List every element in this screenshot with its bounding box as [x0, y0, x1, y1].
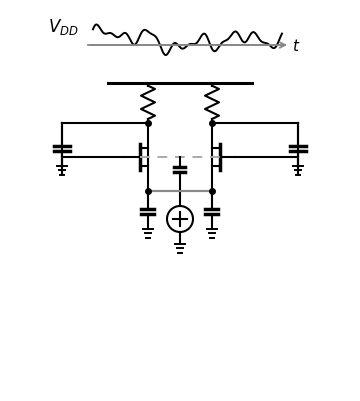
Text: $t$: $t$: [292, 38, 301, 54]
Text: $V_{DD}$: $V_{DD}$: [48, 17, 79, 37]
